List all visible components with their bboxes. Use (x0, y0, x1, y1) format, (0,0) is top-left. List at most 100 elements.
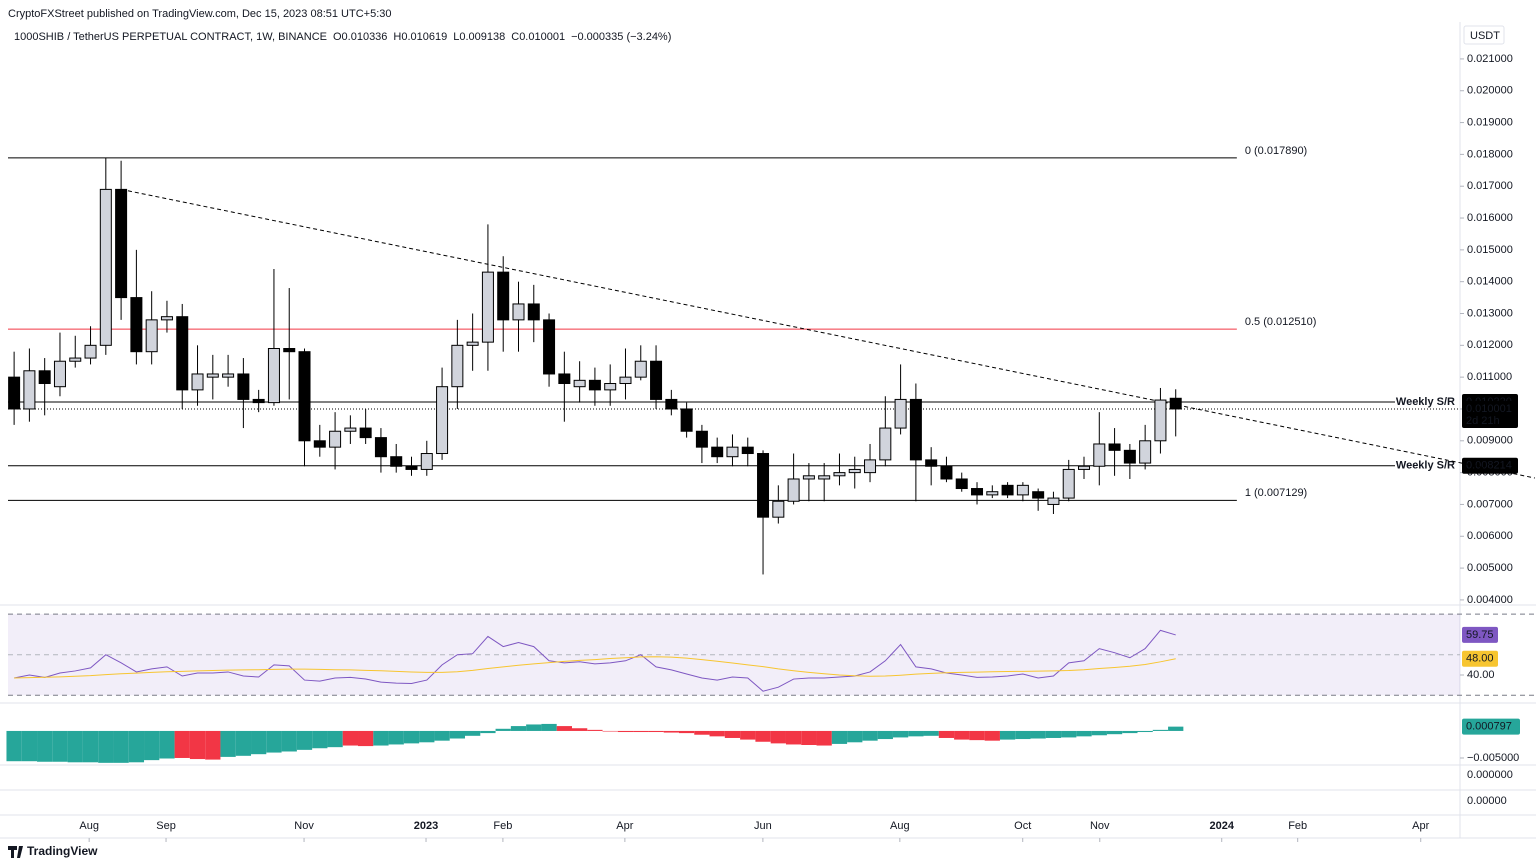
histogram-bar (1015, 730, 1031, 740)
rsi-value-tag (1462, 626, 1498, 643)
histogram-bar (464, 730, 481, 736)
histogram-bar (388, 730, 404, 745)
sr-label: Weekly S/R (1396, 396, 1455, 408)
histogram-bar (556, 726, 572, 731)
fib-level-label: 0.5 (0.012510) (1245, 316, 1317, 328)
y-tick-label: 0.006000 (1467, 530, 1513, 542)
published-note: CryptoFXStreet published on TradingView.… (8, 8, 392, 20)
candle-body (436, 386, 449, 455)
candle-body (145, 319, 158, 353)
histogram-bar (1091, 730, 1107, 736)
candle-body (1123, 449, 1136, 464)
candle-body (1078, 465, 1091, 470)
candle-body (481, 271, 494, 343)
y-tick-label: 0.016000 (1467, 212, 1513, 224)
last-price-tag (1462, 400, 1518, 428)
histogram-bar (98, 730, 114, 763)
y-tick-label: 0.019000 (1467, 116, 1513, 128)
candle-body (665, 398, 678, 410)
candle-body (726, 446, 739, 458)
candle-body (634, 360, 647, 378)
candle-body (909, 398, 922, 461)
histogram-value-label: 0.000797 (1466, 721, 1512, 733)
candle-body (206, 373, 219, 378)
histogram-bar (709, 730, 725, 737)
histogram-bar (1061, 730, 1077, 738)
histogram-bar (908, 730, 924, 737)
histogram-bar (510, 726, 527, 731)
histogram-bar (1122, 730, 1138, 734)
candle-body (1062, 468, 1075, 499)
histogram-bar (52, 730, 68, 762)
ohlc-value: O0.010336 (333, 31, 387, 43)
histogram-bar (984, 730, 1000, 741)
candle-body (1169, 397, 1182, 410)
histogram-bar (373, 730, 389, 746)
candle-body (115, 188, 128, 299)
candle-body (267, 348, 280, 404)
histogram-bar (113, 730, 129, 763)
rsi-value-label: 48.00 (1466, 653, 1494, 665)
candle-body (283, 348, 296, 353)
symbol-legend: 1000SHIB / TetherUS PERPETUAL CONTRACT, … (14, 31, 671, 43)
histogram-bar (648, 730, 664, 733)
y-tick-label: 0.015000 (1467, 244, 1513, 256)
candle-body (53, 360, 66, 388)
y-tick-label: 0.012000 (1467, 339, 1513, 351)
y-tick-label: 0.005000 (1467, 562, 1513, 574)
candle-body (588, 379, 601, 391)
y-tick-label: 0.009000 (1467, 435, 1513, 447)
candle-body (237, 373, 250, 400)
ohlc-value: −0.000335 (−3.24%) (571, 31, 671, 43)
histogram-bar (1168, 726, 1184, 731)
rsi-line (14, 656, 1176, 679)
candle-body (69, 357, 82, 362)
histogram-bar (21, 730, 38, 762)
histogram-bar (37, 730, 53, 762)
histogram-bar (816, 730, 832, 746)
x-tick-label: Sep (156, 820, 176, 832)
candle-body (695, 430, 708, 448)
histogram-bar (174, 730, 190, 758)
candle-body (757, 453, 770, 518)
candle-body (787, 478, 800, 502)
candle-body (680, 408, 693, 432)
histogram-bar (1152, 729, 1169, 731)
y-tick-label: 0.018000 (1467, 148, 1513, 160)
histogram-bar (938, 730, 955, 738)
candle-body (986, 491, 999, 496)
x-tick-label: Nov (1090, 820, 1110, 832)
sr-price-tag-label: 0.008214 (1466, 460, 1512, 472)
fib-level-label: 0 (0.017890) (1245, 145, 1307, 157)
histogram-bar (694, 730, 710, 735)
candle-body (23, 370, 36, 410)
candle-body (1032, 491, 1045, 499)
y-tick-label: 0.013000 (1467, 307, 1513, 319)
candle-body (802, 475, 815, 480)
candle-body (344, 427, 357, 432)
candle-body (405, 465, 418, 470)
histogram-bar (312, 730, 328, 749)
trendline (121, 188, 1535, 479)
histogram-bar (434, 730, 450, 741)
sr-price-tag (1462, 457, 1518, 474)
ohlc-value: L0.009138 (453, 31, 505, 43)
histogram-bar (999, 730, 1016, 740)
candle-body (527, 303, 540, 321)
histogram-bar (663, 730, 679, 733)
histogram-bar (358, 730, 374, 747)
sr-label: Weekly S/R (1396, 460, 1455, 472)
histogram-bar (1106, 730, 1123, 735)
candle-body (390, 456, 403, 467)
candle-body (99, 188, 112, 346)
histogram-bar (189, 730, 206, 760)
candle-body (894, 398, 907, 429)
candle-body (818, 475, 831, 480)
ohlc-value: C0.010001 (511, 31, 565, 43)
x-tick-label: 2023 (414, 820, 438, 832)
histogram-bar (220, 730, 236, 757)
rsi-value-tag (1462, 650, 1498, 667)
